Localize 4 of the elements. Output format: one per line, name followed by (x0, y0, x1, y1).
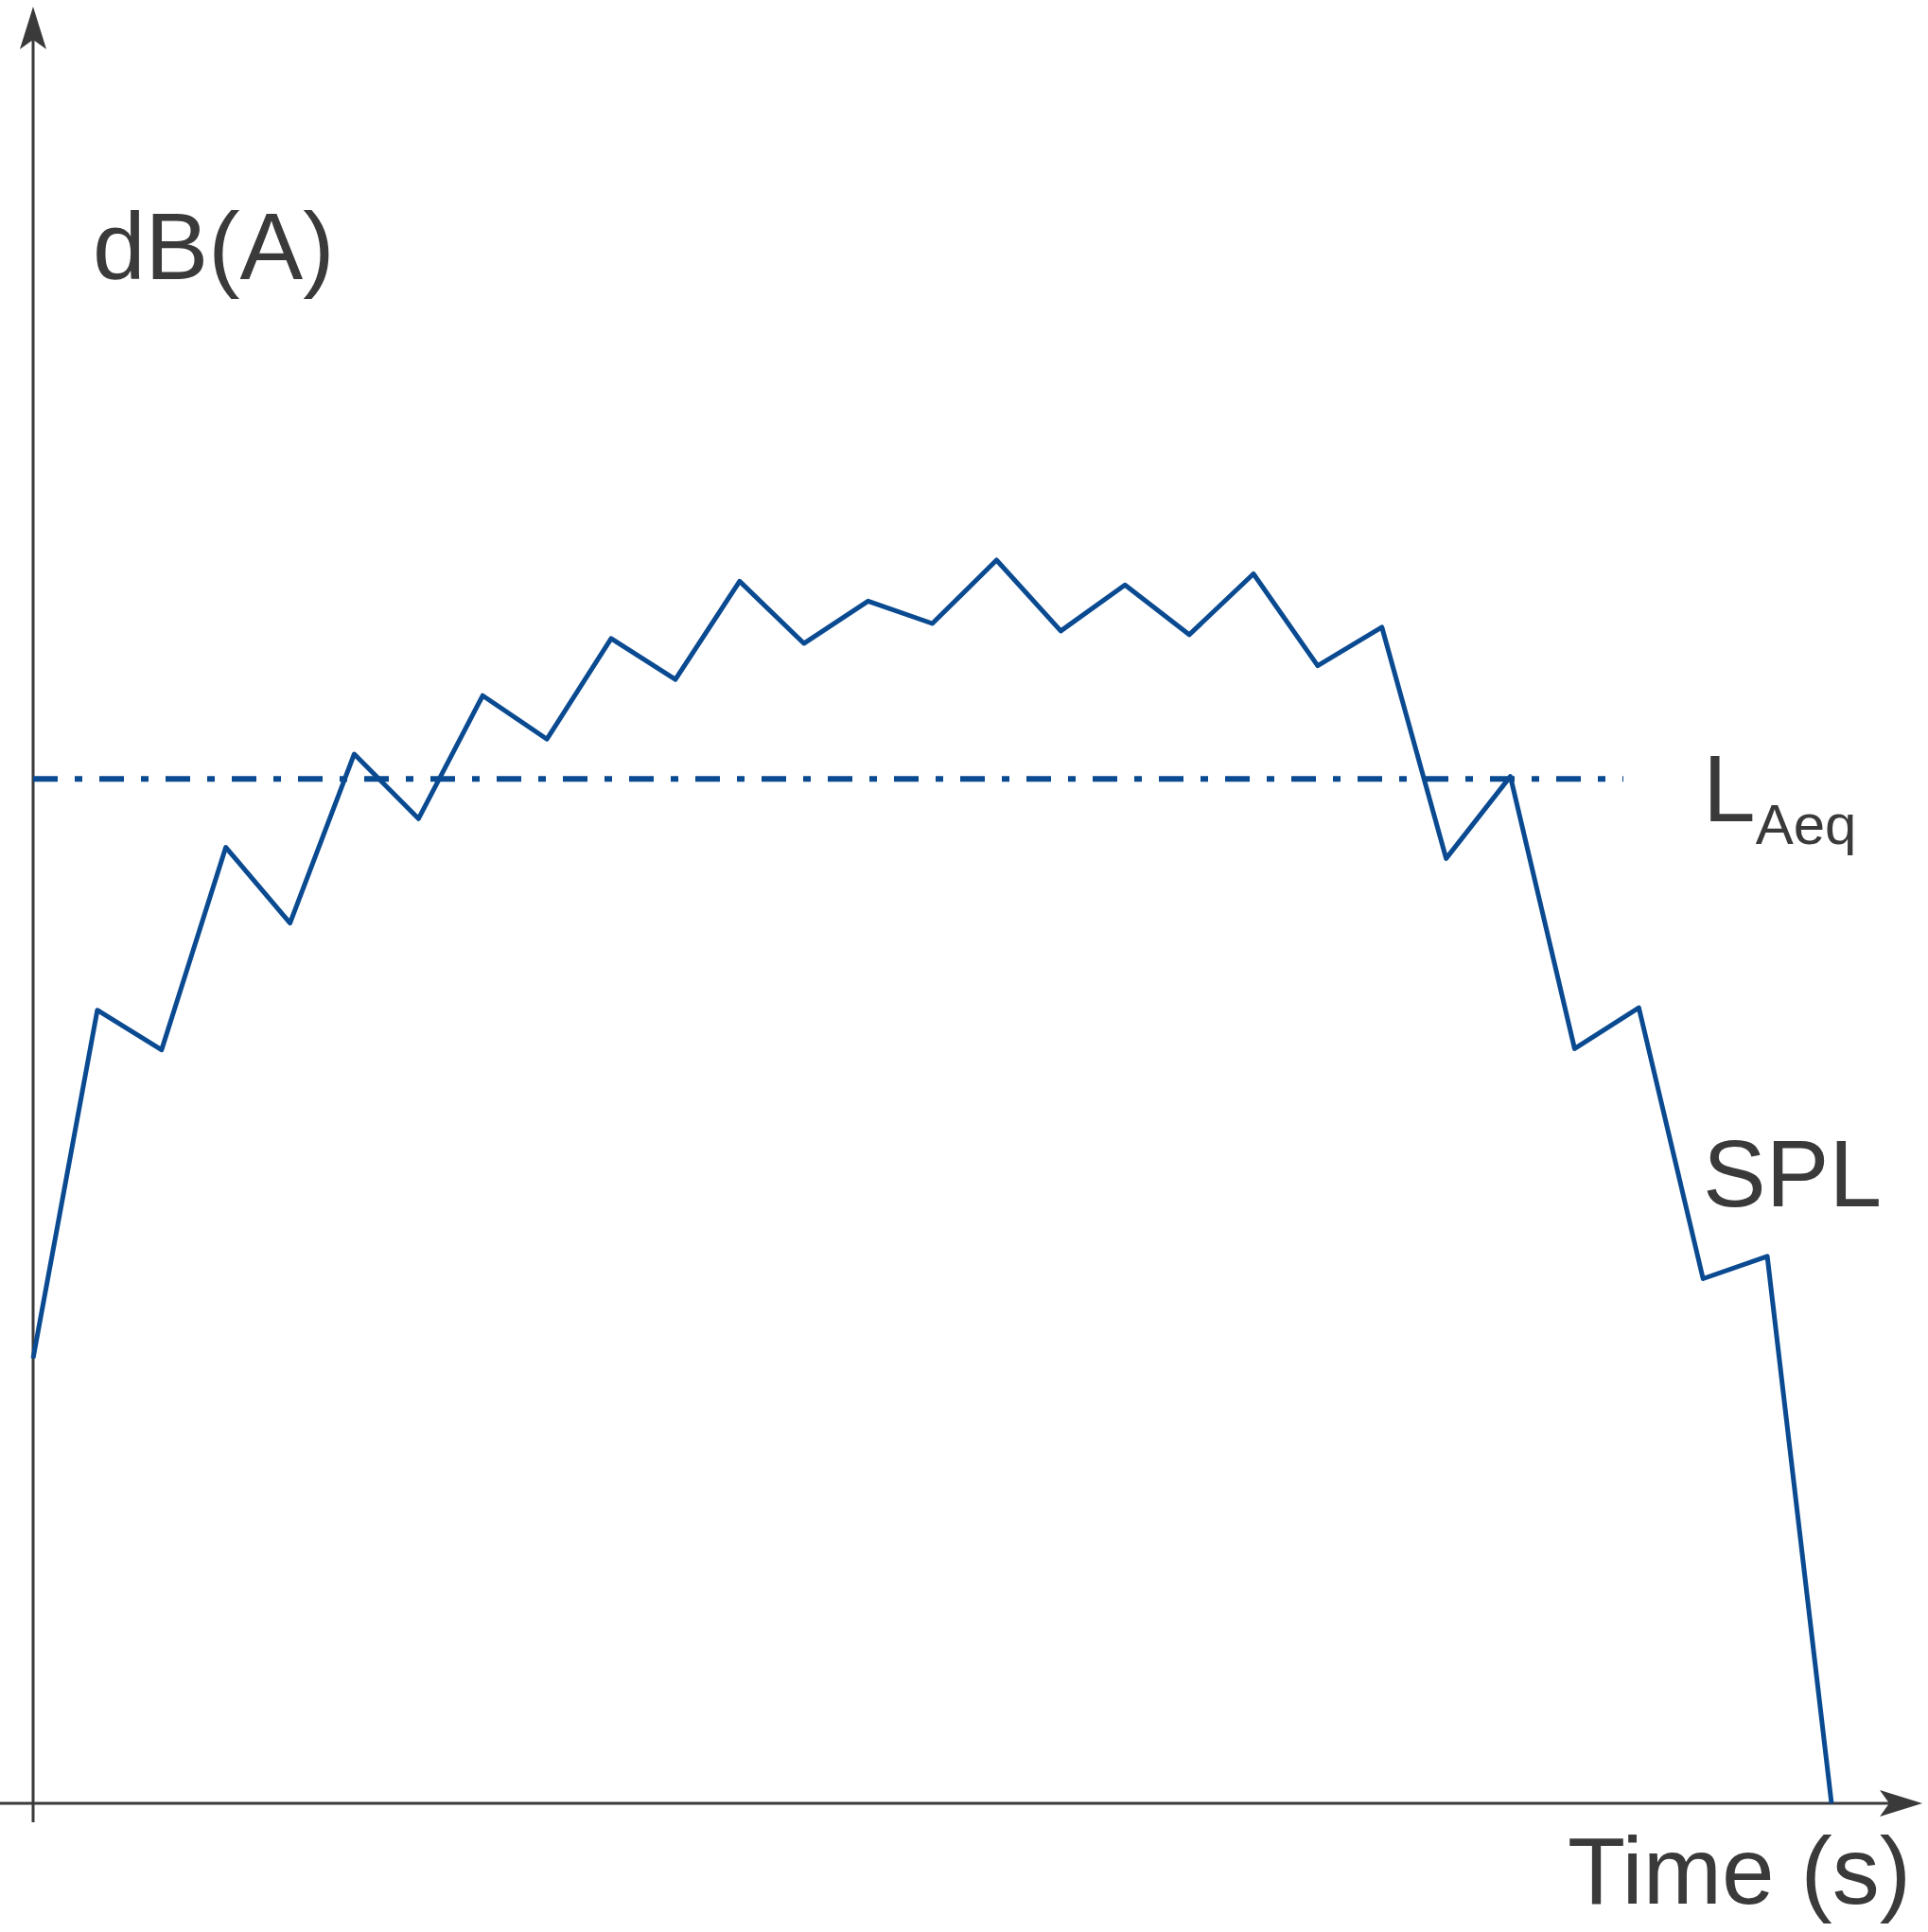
y-axis-title: dB(A) (93, 193, 335, 299)
x-axis-title: Time (s) (1568, 1818, 1911, 1923)
series-label: SPL (1703, 1120, 1883, 1226)
ref-line-label: L$_{Aeq}$ (1703, 735, 1857, 857)
